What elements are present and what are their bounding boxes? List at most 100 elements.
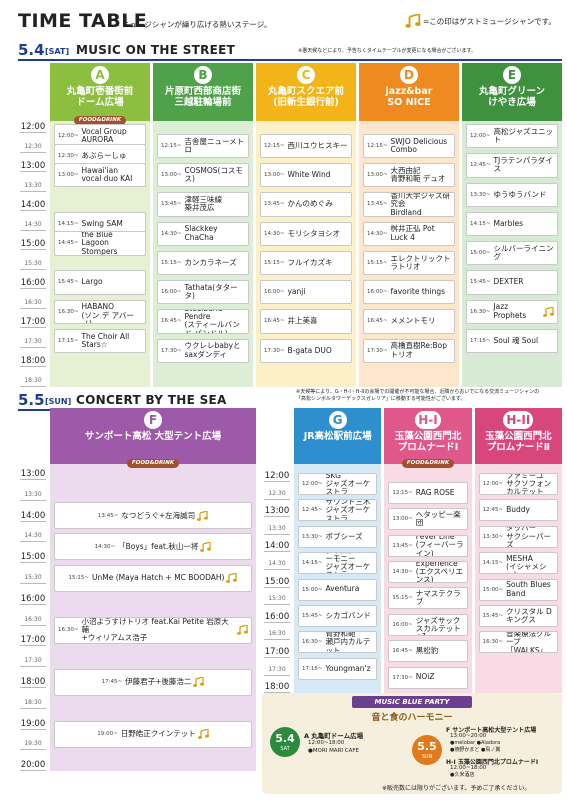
- performance-name: Jazz Prophets: [493, 302, 527, 320]
- stage-name: 丸亀町壱番街前 ドーム広場: [66, 86, 134, 108]
- performance-name: The Choir All Stars☆: [81, 331, 130, 349]
- time-label: 17:30: [268, 665, 286, 673]
- performance: 13:45~ かんのめぐみ: [260, 192, 352, 217]
- guest-icon: [197, 510, 209, 521]
- time-rule: [264, 551, 290, 552]
- time-label: 14:30: [24, 532, 42, 540]
- time-rule: [20, 288, 46, 289]
- time-label: 13:30: [24, 181, 42, 189]
- performance: 14:15~ Marbles: [466, 211, 558, 237]
- time-rule: [20, 583, 46, 584]
- guest-icon: [237, 625, 248, 636]
- performance: 16:30~ 音楽療法グループ 「WALKS」: [478, 631, 558, 654]
- time-label: 15:00: [264, 576, 290, 587]
- stage-header: H-II 玉藻公園西門北 プロムナードⅡ: [474, 408, 562, 464]
- time-rule: [20, 707, 46, 709]
- performance-name: the Blue Lagoon Stompers: [81, 231, 118, 256]
- performance: 17:15~ Youngman'z: [298, 657, 378, 680]
- day-dow: [SUN]: [45, 397, 72, 406]
- performance: 15:45~ DEXTER: [466, 270, 558, 295]
- performance-name: エレクトリックトラトリオ: [390, 253, 451, 271]
- performance-time: 12:00~: [482, 481, 504, 487]
- day-rule: [18, 59, 562, 61]
- time-label: 14:30: [24, 220, 42, 228]
- party-box: MUSIC BLUE PARTY 音と食のハーモニー 5.4 SAT A 丸亀町ドーム広…: [262, 693, 562, 794]
- time-label: 16:00: [20, 278, 46, 288]
- guest-icon: [543, 306, 554, 317]
- time-label: 13:00: [20, 469, 46, 479]
- performance: 12:45~ TJラテンパラダイス: [466, 153, 558, 178]
- performance-time: 13:45~: [97, 512, 119, 519]
- performance-time: 13:45~: [367, 201, 388, 208]
- party-date-badge: 5.5 SUN: [412, 735, 442, 765]
- stage-header: A 丸亀町壱番街前 ドーム広場: [50, 63, 150, 121]
- performance: 16:30~SON DE HABANO (ソン デ アバーノ): [54, 299, 146, 324]
- stage-letter: D: [400, 66, 418, 84]
- performance-name: 桝井正弘 Pot Luck 4: [390, 224, 435, 242]
- time-rule: [264, 481, 290, 482]
- performance-time: 17:30~: [161, 347, 182, 354]
- time-label: 18:30: [24, 376, 42, 384]
- performance-name: メメントモリ: [390, 316, 436, 326]
- performance-time: 13:00~: [58, 172, 79, 179]
- time-rule: [20, 366, 46, 367]
- time-label: 12:00: [20, 122, 46, 132]
- time-label: 16:30: [24, 298, 42, 306]
- time-rule: [20, 132, 46, 133]
- performance-time: 13:30~: [482, 533, 504, 540]
- performance: 13:45~ 香川大学ジャズ研究会 Birdland: [363, 192, 455, 217]
- performance-time: 12:00~: [470, 133, 491, 140]
- stage-name: 玉藻公園西門北 プロムナードⅠ: [394, 431, 462, 453]
- stage-letter: H-II: [503, 411, 534, 429]
- performance: 16:45~ メメントモリ: [363, 309, 455, 334]
- time-rule: [20, 171, 46, 172]
- performance-time: 14:45~: [58, 240, 79, 247]
- time-label: 14:00: [20, 200, 46, 210]
- performance-name: ゆうゆうバンド: [493, 189, 547, 199]
- time-rule: [20, 268, 46, 269]
- performance: 17:15~ The Choir All Stars☆: [54, 328, 146, 354]
- stage-header: F サンポート高松 大型テント広場: [50, 408, 256, 464]
- time-label: 16:30: [268, 630, 286, 638]
- stage-header: B 片原町西部商店街 三越駐輪場前: [153, 63, 253, 121]
- performance-time: 14:30~: [392, 569, 413, 575]
- time-label: 17:30: [24, 337, 42, 345]
- time-rule: [20, 603, 46, 605]
- performance-time: 12:15~: [264, 142, 285, 149]
- time-label: 16:00: [20, 593, 46, 604]
- performance: 17:15~ Soul 魂 Soul: [466, 328, 558, 354]
- performance-time: 13:45~: [392, 542, 413, 549]
- performance-time: 15:15~: [68, 575, 89, 582]
- time-label: 12:30: [24, 142, 42, 150]
- performance-name: South Blues Band: [506, 580, 551, 598]
- performance-name: 香川大学ジャズ研究会 Birdland: [390, 192, 451, 217]
- guest-legend-text: =この印はゲストミュージシャンです。: [423, 16, 556, 26]
- party-hours: 12:00~18:00: [450, 765, 487, 771]
- time-rule: [264, 657, 290, 658]
- day-title: CONCERT BY THE SEA: [76, 393, 227, 407]
- performance-name: カンカラネーズ: [184, 257, 237, 267]
- performance-time: 12:15~: [161, 142, 182, 149]
- performance-name: クリスタル D キングス: [506, 606, 552, 624]
- performance: 14:30~ Slackkey ChaCha: [157, 221, 249, 246]
- performance-time: 17:30~: [392, 674, 413, 681]
- time-label: 15:00: [20, 239, 46, 249]
- party-shops: ●melobar ●Aladora ●焼野かまど ●鳥ノ翼: [450, 740, 501, 753]
- time-rule: [20, 307, 46, 308]
- performance-time: 16:00~: [367, 289, 388, 296]
- performance-name: 「Boys」feat.秋山一将: [118, 541, 199, 551]
- time-rule: [264, 533, 290, 535]
- performance-name: なつどうぐ+左海誠司: [121, 510, 196, 520]
- performance-time: 12:30~: [58, 152, 79, 159]
- time-rule: [20, 666, 46, 667]
- performance-name: 大西由記 青野和範 デュオ: [390, 165, 446, 184]
- performance-time: 17:45~: [101, 679, 123, 686]
- performance-time: 15:45~: [470, 279, 491, 286]
- performance-name: モリシタヨシオ: [287, 228, 340, 238]
- party-venue: A 丸亀町ドーム広場: [304, 732, 364, 740]
- performance: 12:15~ SWJO Delicious Combo: [363, 133, 455, 159]
- time-rule: [264, 674, 290, 676]
- time-rule: [20, 541, 46, 542]
- guest-icon: [226, 573, 238, 584]
- performance: 12:15~ 西川ユウヒスキー: [260, 133, 352, 159]
